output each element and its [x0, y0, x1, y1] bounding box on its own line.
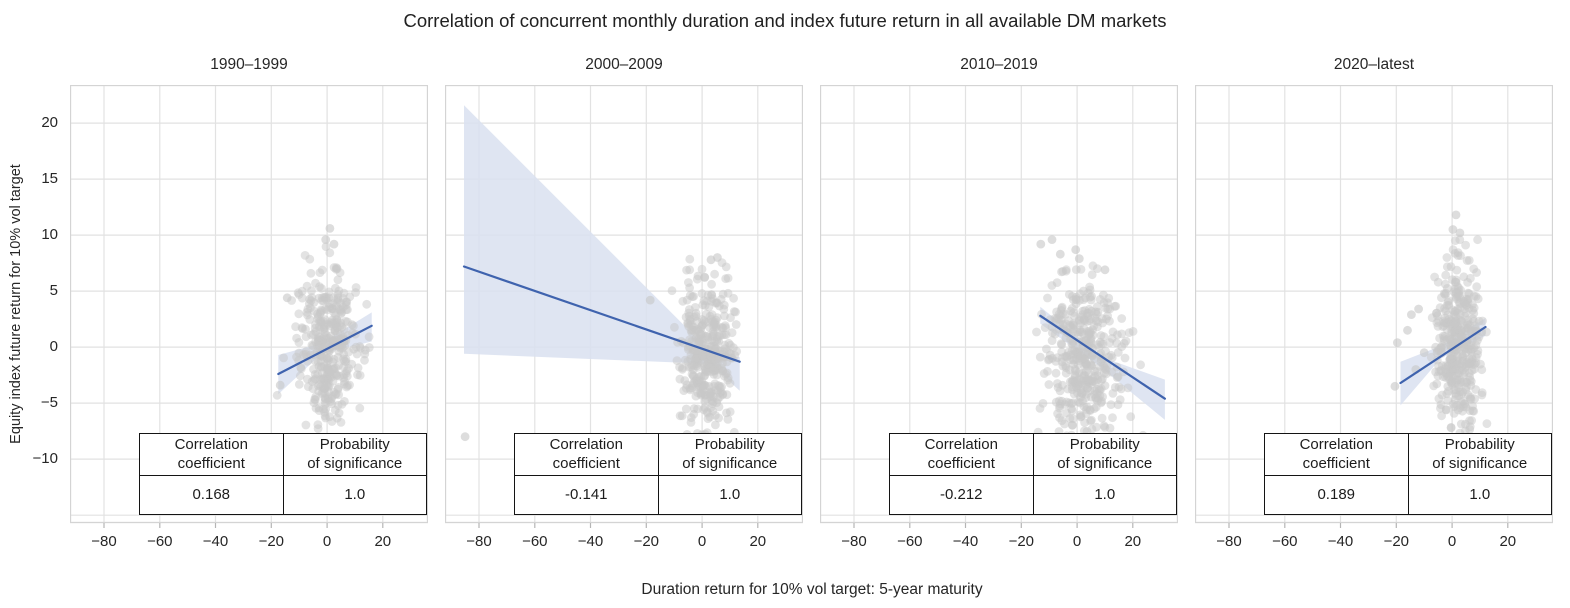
confidence-band [464, 105, 740, 391]
stats-table: Correlation coefficient Probability of s… [514, 433, 802, 515]
svg-text:−80: −80 [841, 533, 866, 550]
subplot-plot-area: −80 −60 −40 −20 0 20 Correlation coefficient … [1195, 85, 1553, 555]
stats-table: Correlation coefficient Probability of s… [889, 433, 1177, 515]
panel-border [445, 85, 803, 524]
svg-text:−40: −40 [203, 533, 228, 550]
probability-of-significance-value: 1.0 [657, 475, 802, 515]
probability-of-significance-value: 1.0 [282, 475, 427, 515]
subplot-plot-area: −80 −60 −40 −20 0 20 Correlation coefficient … [70, 85, 428, 555]
y-tick-label: 15 [41, 170, 58, 188]
stats-header-probability: Probability of significance [282, 433, 427, 476]
x-tick-labels: −80 −60 −40 −20 0 20 [841, 533, 1141, 550]
regression-line [277, 324, 373, 376]
correlation-coefficient-value: 0.189 [1264, 475, 1409, 515]
scatter-points [1390, 210, 1492, 442]
stats-header-correlation: Correlation coefficient [1264, 433, 1409, 476]
x-axis-label: Duration return for 10% vol target: 5-ye… [641, 581, 983, 598]
subplot-title: 2010–2019 [960, 56, 1038, 73]
stats-header-probability: Probability of significance [1407, 433, 1552, 476]
x-tick-marks [853, 523, 1134, 528]
x-tick-labels: −80 −60 −40 −20 0 20 [1216, 533, 1516, 550]
subplot-title: 2000–2009 [585, 56, 663, 73]
y-tick-label: −10 [32, 450, 58, 468]
scatter-plot: −80 −60 −40 −20 0 20 [820, 85, 1178, 550]
svg-text:20: 20 [1124, 533, 1141, 550]
y-tick-label: 20 [41, 114, 58, 132]
regression-line [1039, 314, 1166, 400]
stats-header-correlation: Correlation coefficient [139, 433, 284, 476]
svg-text:−40: −40 [953, 533, 978, 550]
y-tick-label: 10 [41, 226, 58, 244]
x-tick-marks [478, 523, 759, 528]
svg-text:0: 0 [1448, 533, 1456, 550]
correlation-coefficient-value: 0.168 [139, 475, 284, 515]
subplot-panel: 2020–latest −80 −60 −40 −20 0 20 Correlation … [1195, 56, 1553, 555]
scatter-plot: −80 −60 −40 −20 0 20 [1195, 85, 1553, 550]
correlation-coefficient-value: -0.141 [514, 475, 659, 515]
stats-header-probability: Probability of significance [1032, 433, 1177, 476]
svg-text:−60: −60 [897, 533, 922, 550]
svg-text:20: 20 [1499, 533, 1516, 550]
subplot-row: 1990–1999 −80 −60 −40 −20 0 20 Correlation co… [70, 56, 1553, 555]
subplot-title: 1990–1999 [210, 56, 288, 73]
subplot-panel: 1990–1999 −80 −60 −40 −20 0 20 Correlation co… [70, 56, 428, 555]
panel-border [70, 85, 428, 524]
svg-text:−80: −80 [91, 533, 116, 550]
stats-header-correlation: Correlation coefficient [889, 433, 1034, 476]
svg-text:−40: −40 [578, 533, 603, 550]
scatter-plot: −80 −60 −40 −20 0 20 [445, 85, 803, 550]
scatter-points [272, 224, 374, 433]
svg-text:−80: −80 [1216, 533, 1241, 550]
regression-line [1399, 325, 1487, 385]
svg-text:−20: −20 [634, 533, 659, 550]
svg-text:−20: −20 [1009, 533, 1034, 550]
svg-text:0: 0 [323, 533, 331, 550]
svg-text:0: 0 [1073, 533, 1081, 550]
svg-text:−80: −80 [466, 533, 491, 550]
svg-text:−60: −60 [1272, 533, 1297, 550]
y-axis: Equity index future return for 10% vol t… [0, 85, 70, 523]
svg-text:20: 20 [749, 533, 766, 550]
scatter-points [460, 253, 742, 458]
subplot-plot-area: −80 −60 −40 −20 0 20 Correlation coefficient … [820, 85, 1178, 555]
stats-table: Correlation coefficient Probability of s… [1264, 433, 1552, 515]
svg-text:−60: −60 [147, 533, 172, 550]
svg-text:0: 0 [698, 533, 706, 550]
subplot-panel: 2000–2009 −80 −60 −40 −20 0 20 Correlation co… [445, 56, 803, 555]
y-tick-label: −5 [40, 394, 58, 412]
correlation-coefficient-value: -0.212 [889, 475, 1034, 515]
x-tick-marks [103, 523, 384, 528]
svg-text:−20: −20 [1384, 533, 1409, 550]
stats-header-probability: Probability of significance [657, 433, 802, 476]
scatter-points [1030, 235, 1148, 492]
svg-text:−60: −60 [522, 533, 547, 550]
y-tick-label: 5 [49, 282, 58, 300]
subplot-plot-area: −80 −60 −40 −20 0 20 Correlation coefficient … [445, 85, 803, 555]
svg-text:20: 20 [374, 533, 391, 550]
stats-table: Correlation coefficient Probability of s… [139, 433, 427, 515]
stats-header-correlation: Correlation coefficient [514, 433, 659, 476]
figure-title: Correlation of concurrent monthly durati… [403, 10, 1167, 31]
x-tick-marks [1228, 523, 1509, 528]
probability-of-significance-value: 1.0 [1032, 475, 1177, 515]
panel-border [820, 85, 1178, 524]
probability-of-significance-value: 1.0 [1407, 475, 1552, 515]
svg-text:−20: −20 [259, 533, 284, 550]
subplot-panel: 2010–2019 −80 −60 −40 −20 0 20 Correlation co… [820, 56, 1178, 555]
y-tick-label: 0 [49, 338, 58, 356]
svg-text:−40: −40 [1328, 533, 1353, 550]
scatter-plot: −80 −60 −40 −20 0 20 [70, 85, 428, 550]
panel-border [1195, 85, 1553, 524]
x-tick-labels: −80 −60 −40 −20 0 20 [91, 533, 391, 550]
subplot-title: 2020–latest [1333, 56, 1415, 73]
regression-line [462, 265, 741, 363]
x-tick-labels: −80 −60 −40 −20 0 20 [466, 533, 766, 550]
